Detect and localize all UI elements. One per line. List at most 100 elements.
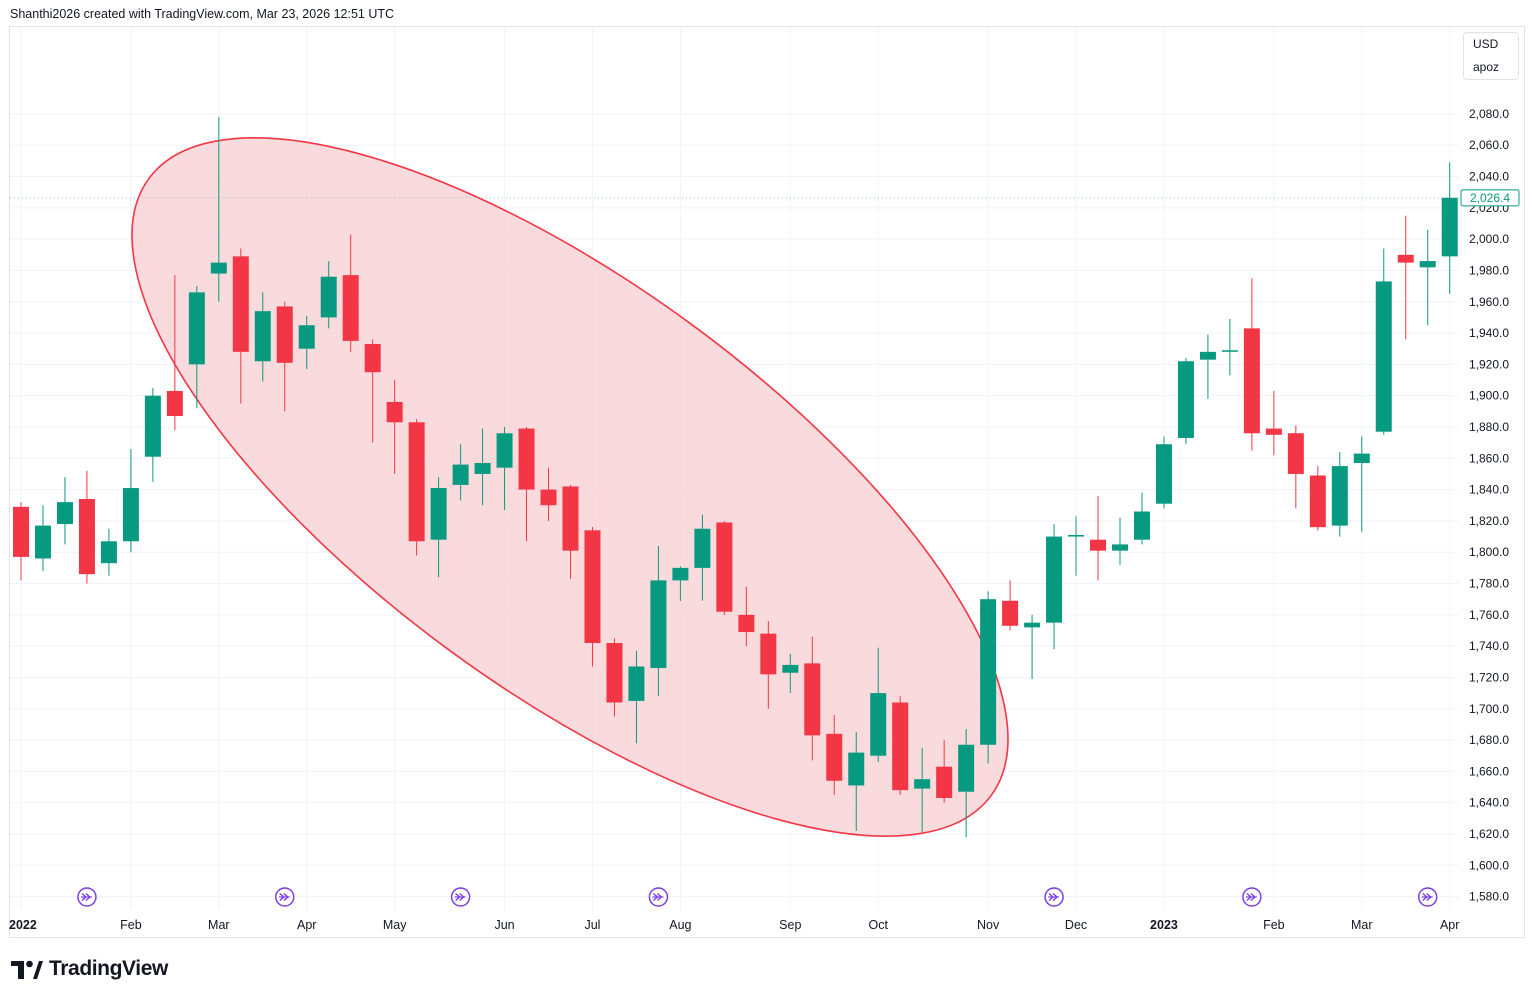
x-tick-label: Feb [1263,918,1285,932]
y-tick-label: 1,620.0 [1469,827,1509,841]
candle-body [804,663,821,736]
candle-body [848,752,865,786]
candle [1090,495,1107,581]
y-tick-label: 1,860.0 [1469,451,1509,465]
unit-label: apoz [1473,60,1500,74]
candle [1441,162,1458,294]
candle-body [1199,351,1216,360]
candle-body [342,275,359,341]
y-tick-label: 1,840.0 [1469,483,1509,497]
legend-box[interactable]: USD apoz [1463,32,1519,80]
candle-body [1353,453,1370,463]
candle-body [1243,328,1260,434]
candle-body [628,666,645,701]
candle-body [430,488,447,540]
y-tick-label: 1,900.0 [1469,389,1509,403]
candle-body [826,733,843,781]
candle-body [1375,281,1392,432]
candle [188,286,205,409]
candle [1331,452,1348,537]
candle-body [210,262,227,274]
candle-body [496,433,513,468]
candle [650,545,667,697]
candle-body [1331,466,1348,526]
candle-body [276,306,293,363]
candle-body [1002,600,1019,626]
currency-label: USD [1473,37,1499,51]
candle [232,248,249,404]
candle [1112,517,1128,565]
x-tick-label: Apr [297,918,316,932]
candle [518,426,535,542]
candle [1024,614,1041,680]
tradingview-logo[interactable]: TradingView [11,957,168,981]
candles-layer [13,117,1458,838]
fast-forward-circle-icon [450,887,471,907]
x-tick-label: Dec [1065,918,1087,932]
candle [672,566,689,601]
y-tick-label: 1,640.0 [1469,796,1509,810]
candle [936,740,953,803]
time-axis: 2022 Feb Mar Apr May Jun Jul Aug Sep Oct Nov Dec 202… [9,918,1459,932]
candle [166,275,183,431]
candle-body [1112,544,1128,551]
candle-body [166,390,183,417]
candle [386,380,403,474]
candle [892,696,909,795]
x-tick-label: Sep [779,918,801,932]
y-tick-label: 1,660.0 [1469,764,1509,778]
fast-forward-circle-icon [1044,887,1064,907]
candle-body [936,766,953,798]
y-tick-label: 1,600.0 [1469,858,1509,872]
chart-caption: Shanthi2026 created with TradingView.com… [10,7,395,21]
y-tick-label: 1,820.0 [1469,514,1509,528]
candle [364,339,381,443]
candle-body [78,498,95,575]
candle [1419,229,1436,326]
candle [606,638,623,717]
candle [782,653,799,694]
x-tick-label: Mar [1351,918,1373,932]
y-tick-label: 1,740.0 [1469,639,1509,653]
x-tick-label: Jul [584,918,600,932]
tradingview-logo-icon [11,960,43,979]
candle-body [738,614,755,633]
candle-body [1068,535,1085,537]
candle [1068,516,1085,576]
candle-body [562,486,579,551]
chart-frame[interactable] [9,26,1525,938]
candle-body [1221,350,1238,352]
x-tick-label: 2023 [1150,918,1178,932]
candle-body [606,643,623,703]
candle [628,650,645,744]
y-tick-label: 1,940.0 [1469,326,1509,340]
candle-body [364,344,381,373]
y-tick-label: 2,060.0 [1469,138,1509,152]
candle [144,387,161,482]
y-tick-label: 1,980.0 [1469,263,1509,277]
x-tick-label: May [383,918,407,932]
y-tick-label: 2,040.0 [1469,170,1509,184]
candle [320,261,337,329]
last-price-box [1460,189,1520,207]
candle-body [13,506,29,557]
candle [13,502,29,581]
x-tick-label: Apr [1440,918,1459,932]
y-tick-label: 1,920.0 [1469,357,1509,371]
fast-forward-circle-icon [77,887,97,907]
candle-body [232,256,249,352]
candle-body [452,464,469,485]
candle [496,426,513,510]
x-tick-label: Oct [868,918,888,932]
candle [100,528,117,576]
candle [1309,466,1326,531]
price-axis: 1,580.0 1,600.0 1,620.0 1,640.0 1,660.0 1,680… [1469,107,1509,904]
candle [34,505,51,572]
candle [760,621,777,709]
candle-body [1090,539,1107,551]
candle [584,527,601,667]
candle-body [650,580,667,669]
candle-body [870,693,887,756]
candle-body [474,462,491,474]
